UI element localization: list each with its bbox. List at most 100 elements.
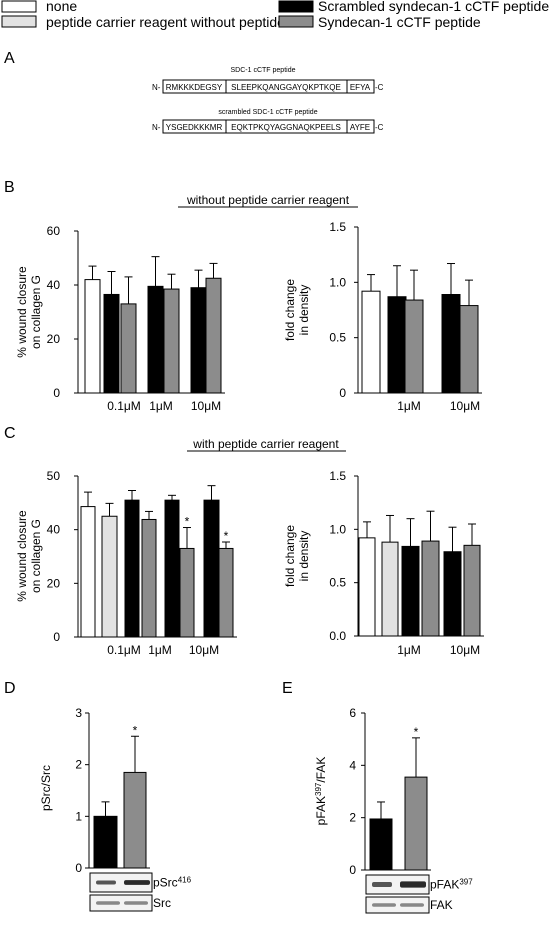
panel-label-b: B — [4, 179, 15, 196]
blot-label: FAK — [430, 898, 453, 912]
bar — [361, 290, 381, 394]
x-tick-label: 10μM — [191, 399, 221, 413]
significance-star: * — [224, 529, 229, 543]
y-tick-label: 1.0 — [329, 522, 346, 536]
y-tick-label: 0 — [53, 386, 60, 400]
bar — [93, 815, 118, 869]
chart-c-left: 0 20 40 50 % wound closureon collagen G * * 0.1… — [15, 469, 237, 657]
blot-label-sup: 416 — [178, 875, 192, 884]
legend-label-carrier: peptide carrier reagent without peptide — [46, 14, 285, 30]
y-tick-label: 20 — [47, 576, 61, 590]
sequence-sdc-n: N- — [152, 83, 161, 92]
x-tick-label: 0.1μM — [107, 399, 141, 413]
y-axis-label: % wound closureon collagen G — [15, 510, 43, 602]
bar — [103, 293, 120, 394]
bar — [147, 285, 164, 394]
bar — [358, 537, 376, 637]
sequence-sdc-c: -C — [375, 83, 384, 92]
y-tick-label: 3 — [75, 706, 82, 720]
y-axis-label-line: fold change — [283, 279, 297, 341]
y-axis-label-part: /FAK — [314, 757, 328, 783]
blot-band — [124, 880, 150, 885]
y-axis-label-line: on collagen G — [29, 275, 43, 349]
blot-label-text: pSrc — [153, 876, 178, 890]
sequence-scrambled-seg-1: YSGEDKKKMR — [166, 123, 223, 132]
blot-strip: Src — [89, 894, 171, 912]
bar — [123, 771, 147, 869]
x-tick-label: 0.1μM — [107, 643, 141, 657]
bar — [163, 288, 180, 394]
y-tick-label: 20 — [47, 332, 61, 346]
y-tick-label: 40 — [47, 523, 61, 537]
y-axis-label-sup: 397 — [314, 782, 323, 796]
sequence-scrambled-seg-3: AYFE — [350, 123, 370, 132]
bar — [387, 296, 407, 394]
bar — [459, 305, 479, 394]
y-axis-label: pSrc/Src — [39, 765, 53, 811]
significance-star: * — [414, 725, 419, 739]
bar — [443, 551, 462, 637]
blot-band — [96, 880, 116, 885]
sequence-sdc-seg-1: RMKKKDEGSY — [166, 83, 223, 92]
y-axis-label-line: % wound closure — [15, 266, 29, 358]
blot-box — [365, 896, 430, 914]
bar — [421, 540, 440, 637]
blot-label-sup: 397 — [459, 877, 473, 886]
bar — [124, 499, 140, 638]
blot-strip: pSrc416 — [89, 872, 192, 893]
sequence-sdc-seg-2: SLEEPKQANGGAYQKPTKQE — [231, 83, 341, 92]
blot-box — [89, 872, 153, 893]
blot-box — [89, 894, 153, 912]
bar — [164, 499, 180, 638]
bar — [441, 294, 461, 394]
y-axis-label: fold changein density — [283, 279, 311, 341]
y-tick-label: 0 — [53, 630, 60, 644]
y-tick-label: 1.5 — [329, 469, 346, 483]
y-axis-label-line: in density — [297, 531, 311, 582]
sequence-sdc-title: SDC-1 cCTF peptide — [231, 67, 296, 74]
sequence-scrambled-c: -C — [375, 123, 384, 132]
legend-swatch-carrier — [1, 15, 37, 28]
x-tick-label: 1μM — [397, 643, 421, 657]
blot-strip: FAK — [365, 896, 453, 914]
x-tick-label: 10μM — [450, 643, 480, 657]
y-tick-label: 60 — [47, 224, 61, 238]
y-axis-label: pFAK397/FAK — [314, 757, 329, 826]
legend-swatch-syndecan — [278, 15, 314, 28]
y-tick-label: 1 — [75, 809, 82, 823]
legend-swatch-scrambled — [278, 0, 314, 13]
panel-label-e: E — [282, 680, 293, 697]
sequence-sdc: SDC-1 cCTF peptide N- RMKKKDEGSY SLEEPKQ… — [152, 67, 384, 94]
y-tick-label: 2 — [75, 758, 82, 772]
bar — [84, 279, 101, 394]
y-tick-label: 6 — [349, 706, 356, 720]
blot-strip: pFAK397 — [365, 874, 473, 895]
chart-d: 0 1 2 3 pSrc/Src * pSrc416 Src — [39, 706, 192, 912]
section-title-c: with peptide carrier reagent — [192, 437, 339, 451]
y-axis-label: fold changein density — [283, 525, 311, 587]
y-tick-label: 0 — [75, 861, 82, 875]
bar — [205, 277, 222, 394]
y-tick-label: 0.5 — [329, 331, 346, 345]
bar — [218, 547, 234, 638]
y-tick-label: 0.5 — [329, 576, 346, 590]
blot-label-text: FAK — [430, 898, 453, 912]
legend-label-syndecan: Syndecan-1 cCTF peptide — [318, 14, 481, 30]
blot-band — [400, 881, 426, 888]
blot-band — [96, 901, 120, 905]
blot-label: Src — [153, 896, 171, 910]
y-tick-label: 50 — [47, 469, 61, 483]
x-tick-label: 1μM — [149, 399, 173, 413]
x-tick-label: 1μM — [397, 399, 421, 413]
bar — [80, 506, 96, 638]
y-tick-label: 1.0 — [329, 275, 346, 289]
bar — [120, 303, 137, 394]
legend-label-scrambled: Scrambled syndecan-1 cCTF peptide — [318, 0, 549, 14]
bar — [101, 515, 118, 638]
sequence-sdc-box-3 — [346, 79, 375, 94]
sequence-scrambled-n: N- — [152, 123, 161, 132]
chart-b-right: 0 0.5 1.0 1.5 fold changein density 1μM 10μM — [283, 220, 482, 413]
